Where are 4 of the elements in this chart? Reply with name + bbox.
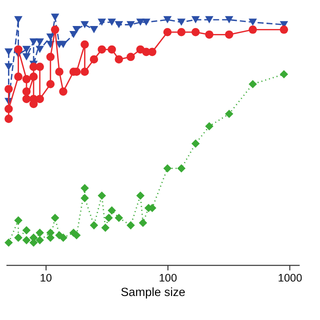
- x-tick-label: 10: [40, 272, 52, 284]
- x-tick-label: 1000: [278, 272, 302, 284]
- x-tick-label: 100: [158, 272, 178, 284]
- x-axis-title: Sample size: [120, 285, 186, 300]
